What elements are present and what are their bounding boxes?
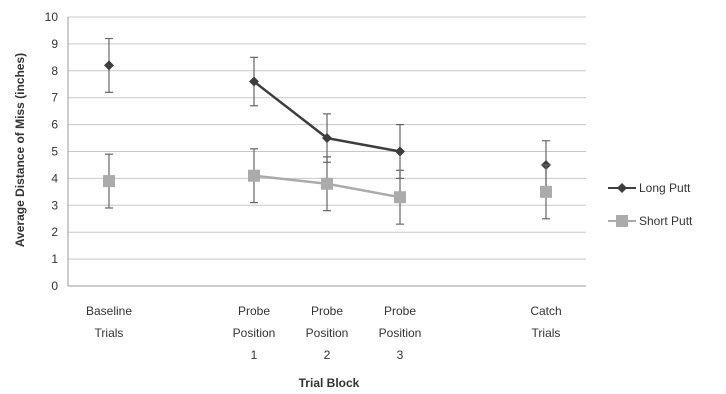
legend-marker bbox=[616, 215, 628, 227]
x-tick-label: Probe Position 3 bbox=[379, 304, 422, 362]
x-tick-label-line: Position bbox=[233, 326, 276, 340]
x-tick-label: Probe Position 2 bbox=[306, 304, 349, 362]
legend-item: Long Putt bbox=[608, 181, 691, 195]
data-point bbox=[394, 191, 406, 204]
data-point bbox=[249, 76, 259, 87]
data-point bbox=[322, 133, 332, 144]
x-tick-label-line: Probe bbox=[238, 304, 270, 318]
legend-label: Short Putt bbox=[639, 214, 693, 228]
x-tick-label-line: Position bbox=[306, 326, 349, 340]
x-tick-label-line: 1 bbox=[251, 348, 258, 362]
x-tick-label-line: 3 bbox=[397, 348, 404, 362]
x-tick-label-line: Probe bbox=[384, 304, 416, 318]
x-axis-title: Trial Block bbox=[299, 376, 360, 390]
x-tick-label-line: 2 bbox=[324, 348, 331, 362]
data-point bbox=[104, 60, 114, 71]
y-tick-label: 2 bbox=[51, 225, 58, 239]
legend-label: Long Putt bbox=[639, 181, 691, 195]
x-tick-label: Baseline Trials bbox=[86, 304, 132, 340]
series-short-putt bbox=[103, 148, 552, 225]
data-point bbox=[321, 177, 333, 190]
x-tick-label-line: Trials bbox=[95, 326, 124, 340]
data-point bbox=[395, 146, 405, 157]
legend: Long Putt Short Putt bbox=[608, 181, 693, 228]
y-axis-title: Average Distance of Miss (inches) bbox=[13, 53, 27, 247]
y-tick-label: 9 bbox=[51, 37, 58, 51]
y-tick-label: 10 bbox=[45, 10, 59, 24]
y-tick-label: 5 bbox=[51, 145, 58, 159]
data-point bbox=[248, 169, 260, 182]
y-tick-label: 7 bbox=[51, 91, 58, 105]
y-tick-label: 1 bbox=[51, 252, 58, 266]
x-tick-label-line: Position bbox=[379, 326, 422, 340]
x-tick-label-line: Probe bbox=[311, 304, 343, 318]
legend-marker bbox=[617, 183, 627, 193]
y-tick-label: 8 bbox=[51, 64, 58, 78]
axes: 0 1 2 3 4 5 6 7 8 9 10 Baseline Trials Probe Position 1… bbox=[45, 10, 586, 362]
legend-item: Short Putt bbox=[608, 214, 693, 228]
y-tick-label: 3 bbox=[51, 198, 58, 212]
x-tick-label-line: Catch bbox=[530, 304, 561, 318]
x-tick-label-line: Trials bbox=[532, 326, 561, 340]
x-tick-label: Probe Position 1 bbox=[233, 304, 276, 362]
y-tick-label: 6 bbox=[51, 118, 58, 132]
data-point bbox=[103, 175, 115, 188]
x-tick-label: Catch Trials bbox=[530, 304, 561, 340]
data-point bbox=[540, 185, 552, 198]
y-tick-label: 4 bbox=[51, 171, 58, 185]
plot-series bbox=[103, 37, 552, 225]
x-tick-label-line: Baseline bbox=[86, 304, 132, 318]
y-tick-label: 0 bbox=[51, 279, 58, 293]
